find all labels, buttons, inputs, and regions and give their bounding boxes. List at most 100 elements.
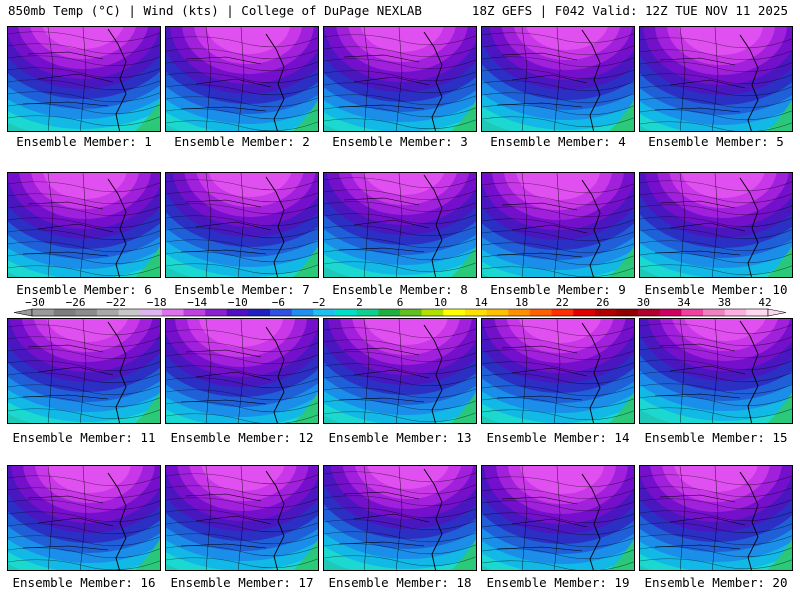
ensemble-member-map [7,318,161,424]
member-map-image [324,173,476,277]
ensemble-member-map [481,172,635,278]
member-map-image [482,173,634,277]
colorbar-swatch [681,309,704,316]
colorbar-swatch [118,309,141,316]
ensemble-member-label: Ensemble Member: 4 [490,134,626,149]
colorbar-arrow-left [13,308,33,317]
colorbar-swatch [205,309,228,316]
member-map-image [324,27,476,131]
colorbar-tick-label: 6 [397,296,404,309]
ensemble-member-map [323,26,477,132]
colorbar-swatch [53,309,76,316]
ensemble-member-map [639,172,793,278]
ensemble-member-map [481,26,635,132]
ensemble-member-map [165,26,319,132]
colorbar-swatch [573,309,596,316]
ensemble-member-label: Ensemble Member: 17 [170,575,314,590]
colorbar-swatch [703,309,726,316]
ensemble-member-map [7,465,161,571]
member-map-image [482,319,634,423]
ensemble-member-map [481,318,635,424]
colorbar-swatch [248,309,271,316]
colorbar-tick-label: 38 [718,296,731,309]
member-map-image [324,466,476,570]
colorbar-swatch [638,309,661,316]
ensemble-member-map [639,318,793,424]
ensemble-member-label: Ensemble Member: 2 [174,134,310,149]
colorbar-swatch [464,309,487,316]
colorbar-swatch [508,309,531,316]
ensemble-member-label: Ensemble Member: 12 [170,430,314,445]
ensemble-member-label: Ensemble Member: 10 [644,282,788,297]
member-map-image [640,319,792,423]
member-map-image [166,173,318,277]
member-map-image [640,27,792,131]
ensemble-member-label: Ensemble Member: 19 [486,575,630,590]
ensemble-member-label: Ensemble Member: 9 [490,282,626,297]
member-map-image [8,319,160,423]
colorbar-tick-label: 10 [434,296,447,309]
colorbar-tick-label: 22 [556,296,569,309]
colorbar-swatch [724,309,747,316]
member-map-image [166,466,318,570]
member-map-image [640,466,792,570]
colorbar-tick-label: −10 [228,296,248,309]
colorbar-swatch [400,309,422,316]
colorbar-swatch [594,309,617,316]
colorbar-swatch [443,309,466,316]
colorbar-tick-label: −22 [106,296,126,309]
colorbar-tick-label: 42 [758,296,771,309]
colorbar-swatch [183,309,206,316]
colorbar-swatch [356,309,379,316]
colorbar-swatch [313,309,336,316]
ensemble-member-label: Ensemble Member: 11 [12,430,156,445]
colorbar-tick-label: −18 [147,296,167,309]
ensemble-member-label: Ensemble Member: 13 [328,430,472,445]
ensemble-member-map [323,465,477,571]
ensemble-member-label: Ensemble Member: 5 [648,134,784,149]
colorbar-swatch [96,309,119,316]
colorbar-swatch [659,309,682,316]
ensemble-member-label: Ensemble Member: 3 [332,134,468,149]
colorbar-tick-label: −14 [187,296,207,309]
colorbar-swatch [335,309,358,316]
colorbar-swatch [32,309,54,316]
colorbar-tick-label: 2 [356,296,363,309]
colorbar-tick-label: 34 [677,296,691,309]
model-valid-time: 18Z GEFS | F042 Valid: 12Z TUE NOV 11 20… [471,3,788,18]
colorbar-swatch [378,309,401,316]
colorbar-swatch [486,309,509,316]
ensemble-member-label: Ensemble Member: 20 [644,575,788,590]
ensemble-member-map [639,465,793,571]
chart-title: 850mb Temp (°C) | Wind (kts) | College o… [8,3,422,18]
ensemble-member-map [323,318,477,424]
colorbar-swatch [529,309,552,316]
member-map-image [482,466,634,570]
ensemble-member-map [7,26,161,132]
ensemble-member-label: Ensemble Member: 8 [332,282,468,297]
ensemble-member-label: Ensemble Member: 6 [16,282,152,297]
ensemble-member-map [481,465,635,571]
ensemble-member-label: Ensemble Member: 15 [644,430,788,445]
member-map-image [8,466,160,570]
colorbar-swatch [226,309,249,316]
temperature-colorbar: −30 −26 −22 −18 −14 −10 −6 −2 2 6 10 14 18 22 26 30 34 38… [13,296,787,317]
member-map-image [482,27,634,131]
member-map-image [8,27,160,131]
member-map-image [640,173,792,277]
colorbar-swatch [616,309,639,316]
ensemble-member-label: Ensemble Member: 16 [12,575,156,590]
ensemble-member-map [165,465,319,571]
colorbar-tick-label: 30 [637,296,650,309]
colorbar-tick-label: −6 [272,296,285,309]
member-map-image [166,27,318,131]
colorbar-swatch [140,309,163,316]
colorbar-tick-label: −30 [25,296,45,309]
colorbar-tick-label: 26 [596,296,609,309]
member-map-image [166,319,318,423]
ensemble-member-label: Ensemble Member: 7 [174,282,310,297]
colorbar-arrow-right [767,308,787,317]
member-map-image [8,173,160,277]
ensemble-member-label: Ensemble Member: 18 [328,575,472,590]
colorbar-swatch [746,309,769,316]
